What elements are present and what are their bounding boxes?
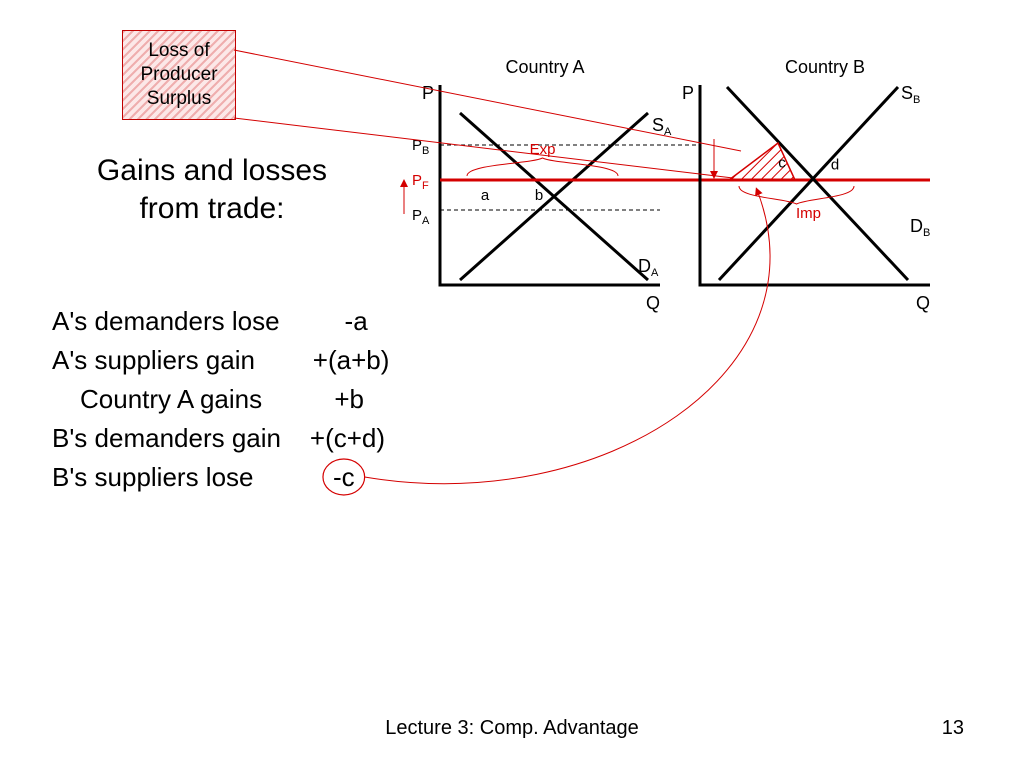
svg-text:DB: DB — [910, 216, 930, 239]
svg-text:Q: Q — [916, 293, 930, 313]
callout-line: Loss of — [123, 39, 235, 63]
bullet-row: Country A gains +b — [52, 380, 389, 419]
title-line: from trade: — [52, 190, 372, 228]
svg-text:Country A: Country A — [505, 57, 584, 77]
bullet-row: B's suppliers lose -c — [52, 458, 389, 497]
bullet-value: +b — [334, 384, 364, 414]
bullet-label: B's suppliers lose — [52, 462, 254, 492]
svg-text:PB: PB — [412, 137, 429, 157]
charts-region: Country A P Q SA DA PB PF PA a b Exp Country B P Q SB D… — [380, 55, 940, 335]
bullets-block: A's demanders lose -a A's suppliers gain… — [52, 302, 389, 497]
bullet-row: A's suppliers gain +(a+b) — [52, 341, 389, 380]
bullet-value: +(a+b) — [313, 345, 390, 375]
title-line: Gains and losses — [52, 152, 372, 190]
bullet-label: A's demanders lose — [52, 306, 280, 336]
svg-text:b: b — [535, 187, 543, 204]
svg-text:P: P — [422, 83, 434, 103]
bullet-value: +(c+d) — [310, 423, 385, 453]
svg-text:PF: PF — [412, 172, 429, 192]
callout-line: Surplus — [123, 87, 235, 111]
charts-svg: Country A P Q SA DA PB PF PA a b Exp Country B P Q SB D… — [380, 55, 940, 375]
svg-text:SB: SB — [901, 83, 920, 106]
svg-text:a: a — [481, 187, 490, 204]
bullet-label: B's demanders gain — [52, 423, 281, 453]
bullet-row: A's demanders lose -a — [52, 302, 389, 341]
svg-text:Q: Q — [646, 293, 660, 313]
producer-surplus-callout: Loss of Producer Surplus — [122, 30, 236, 120]
svg-text:SA: SA — [652, 115, 672, 138]
bullet-value: -a — [345, 306, 368, 336]
svg-text:DA: DA — [638, 256, 659, 279]
svg-text:Imp: Imp — [796, 205, 821, 222]
footer-center: Lecture 3: Comp. Advantage — [0, 717, 1024, 740]
slide-title: Gains and losses from trade: — [52, 152, 372, 227]
svg-text:c: c — [778, 155, 786, 172]
svg-text:PA: PA — [412, 207, 430, 227]
svg-text:Country B: Country B — [785, 57, 865, 77]
bullet-label: A's suppliers gain — [52, 345, 255, 375]
svg-text:Exp: Exp — [530, 141, 556, 158]
bullet-value: -c — [333, 462, 355, 492]
bullet-row: B's demanders gain +(c+d) — [52, 419, 389, 458]
page-number: 13 — [942, 717, 964, 740]
bullet-label: Country A gains — [80, 384, 262, 414]
callout-line: Producer — [123, 63, 235, 87]
svg-text:P: P — [682, 83, 694, 103]
svg-text:d: d — [831, 157, 839, 174]
